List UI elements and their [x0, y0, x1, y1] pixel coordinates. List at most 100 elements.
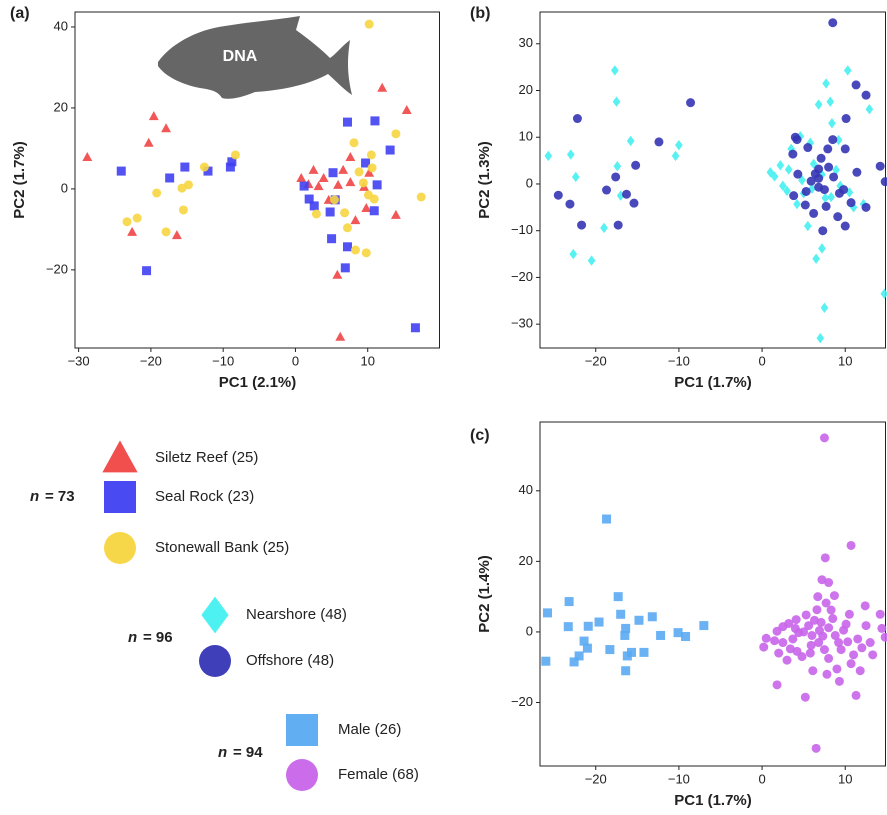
triangle-marker [401, 105, 412, 115]
circle-marker [821, 201, 831, 211]
diamond-marker [832, 164, 840, 176]
panel-label: (c) [470, 427, 490, 444]
circle-marker [836, 645, 846, 655]
diamond-marker [818, 243, 826, 254]
x-tick-label: −20 [585, 353, 607, 368]
circle-marker [851, 690, 861, 700]
diamond-marker [880, 288, 887, 299]
circle-marker [812, 605, 822, 615]
square-marker [325, 207, 335, 217]
circle-marker [823, 144, 833, 154]
circle-marker [782, 655, 792, 665]
triangle-marker [161, 123, 172, 133]
circle-marker [793, 169, 803, 179]
square-marker [626, 647, 636, 657]
square-marker [602, 514, 612, 524]
diamond-marker [809, 158, 818, 170]
panel-label: (b) [470, 5, 490, 22]
x-tick-label: 10 [360, 353, 374, 368]
triangle-marker [148, 111, 159, 121]
circle-marker [824, 653, 834, 663]
circle-marker [828, 135, 838, 145]
diamond-marker [783, 185, 791, 197]
y-tick-label: −30 [511, 316, 533, 331]
circle-marker [849, 650, 859, 660]
circle-marker [358, 178, 368, 188]
circle-marker [875, 161, 885, 171]
x-tick-label: −10 [212, 353, 234, 368]
circle-marker [807, 630, 817, 640]
circle-marker [791, 615, 801, 625]
circle-marker [819, 433, 829, 443]
circle-marker [629, 198, 639, 208]
square-marker [203, 166, 213, 176]
triangle-marker [332, 269, 343, 279]
circle-marker [860, 601, 870, 611]
circle-marker [816, 617, 826, 627]
circle-marker [686, 98, 696, 108]
circle-marker [800, 692, 810, 702]
legend-label: Stonewall Bank (25) [155, 539, 289, 556]
y-tick-label: 40 [519, 482, 533, 497]
square-marker [574, 651, 584, 661]
circle-marker [819, 645, 829, 655]
circle-marker [813, 592, 823, 602]
square-marker [342, 117, 352, 127]
diamond-marker [820, 302, 829, 313]
circle-marker [183, 180, 193, 190]
circle-marker [839, 185, 849, 195]
triangle-marker [338, 164, 349, 174]
triangle-marker [361, 202, 372, 212]
circle-marker [761, 633, 771, 643]
circle-marker [794, 628, 804, 638]
circle-marker [834, 676, 844, 686]
square-marker [569, 657, 579, 667]
circle-marker [818, 226, 828, 236]
legend-swatch [104, 481, 136, 513]
circle-marker [797, 652, 807, 662]
circle-marker [822, 669, 832, 679]
circle-marker [818, 631, 828, 641]
circle-marker [811, 743, 821, 753]
diamond-marker [836, 180, 845, 192]
circle-marker [841, 114, 851, 124]
circle-marker [161, 227, 171, 237]
circle-marker [622, 189, 631, 199]
circle-marker [804, 621, 814, 631]
circle-marker [631, 160, 641, 170]
diamond-marker [571, 171, 580, 183]
x-tick-label: −20 [140, 353, 162, 368]
square-marker [699, 621, 709, 631]
circle-marker [354, 167, 364, 177]
diamond-marker [826, 96, 835, 107]
x-axis-title: PC1 (1.7%) [674, 792, 752, 809]
square-marker [647, 612, 657, 622]
y-tick-label: 0 [526, 623, 533, 638]
triangle-marker [308, 164, 319, 174]
circle-marker [801, 186, 811, 196]
diamond-marker [566, 149, 575, 160]
square-marker [340, 263, 350, 273]
circle-marker [367, 163, 377, 173]
square-marker [361, 158, 371, 168]
diamond-marker [587, 255, 596, 266]
square-marker [656, 630, 666, 640]
diamond-marker [812, 253, 820, 264]
square-marker [309, 201, 319, 211]
diamond-marker [611, 65, 619, 76]
diamond-marker [793, 198, 801, 210]
x-tick-label: 10 [838, 771, 852, 786]
square-marker [385, 145, 395, 155]
triangle-marker [318, 173, 329, 183]
square-marker [579, 636, 589, 646]
triangle-marker [350, 215, 361, 225]
circle-marker [577, 220, 587, 230]
circle-marker [340, 208, 350, 218]
circle-marker [846, 540, 856, 550]
diamond-marker [616, 190, 625, 201]
triangle-marker [335, 331, 346, 341]
circle-marker [178, 205, 188, 215]
circle-marker [855, 666, 865, 676]
diamond-marker [796, 131, 805, 142]
circle-marker [816, 153, 826, 163]
